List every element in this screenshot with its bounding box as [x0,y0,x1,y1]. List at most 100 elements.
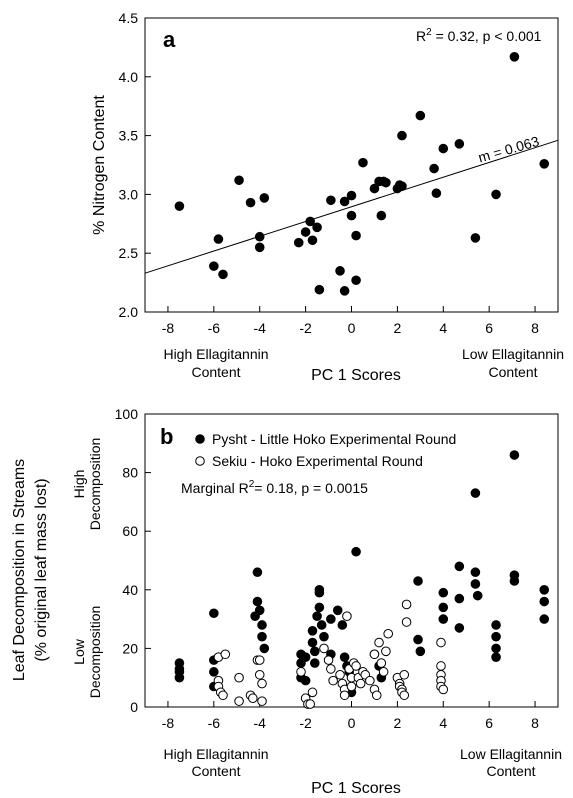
data-point-filled [335,266,345,276]
data-point-filled [470,233,481,243]
data-point-filled [339,652,350,662]
data-point-filled [539,596,550,607]
panel-a-x-axis: -8 -6 -4 -2 0 2 4 6 8 [162,306,539,336]
data-point-filled [454,593,465,604]
data-point-open [401,617,412,627]
data-point-open [365,675,375,686]
y-tick-label: 2.0 [119,304,139,320]
data-point-filled [218,269,228,280]
data-point-filled [438,587,449,598]
x-tick-label: 6 [485,715,493,731]
data-point-filled [491,631,501,642]
x-tick-label: 4 [439,320,447,336]
x-tick-label: -2 [299,715,312,731]
data-point-open [339,690,350,701]
data-point-open [234,672,244,683]
data-point-filled [314,587,325,598]
x-tick-label: 0 [348,320,356,336]
panel-a: a R2 = 0.32, p < 0.001 m = 0.063 2.0 2.5 3… [91,10,564,384]
data-point-open [323,655,334,665]
legend-marker-pysht [195,434,205,444]
data-point-filled [454,139,465,149]
data-point-open [305,699,316,709]
data-point-filled [307,626,318,636]
panel-b-x-note-left-1: High Ellagitannin [163,746,268,762]
y-tick-label: 2.5 [119,245,139,261]
data-point-open [438,684,449,695]
data-point-filled [415,646,426,657]
x-tick-label: -6 [208,320,221,336]
x-tick-label: -8 [162,715,175,731]
data-point-filled [326,195,336,206]
data-point-filled [314,602,325,613]
data-point-filled [174,672,185,683]
data-point-open [254,669,265,680]
data-point-open [218,690,228,701]
data-point-filled [415,110,426,121]
data-point-open [399,690,410,701]
data-point-filled [381,177,391,188]
x-tick-label: 2 [393,320,401,336]
y-tick-label: 60 [122,523,138,539]
data-point-filled [257,631,267,642]
data-point-filled [254,242,265,253]
panel-b-stat: Marginal R2= 0.18, p = 0.0015 [181,479,368,496]
data-point-filled [309,646,320,657]
data-point-filled [209,608,219,619]
data-point-filled [539,159,550,169]
data-point-filled [438,614,449,624]
data-point-open [374,637,384,648]
data-point-filled [351,275,361,286]
panel-a-x-axis-title: PC 1 Scores [311,367,401,384]
data-point-filled [252,567,263,578]
data-point-open [346,681,357,692]
data-point-open [248,693,258,704]
data-point-open [381,646,391,657]
panel-a-slope-label: m = 0.063 [476,133,541,166]
data-point-filled [397,130,407,141]
data-point-filled [293,237,304,248]
x-tick-label: 4 [439,715,447,731]
panel-b-y-axis-title-2: (% original leaf mass lost) [33,478,50,661]
panel-b-y-note-bottom-1: Low [71,638,87,665]
data-point-filled [438,143,449,154]
y-tick-label: 3.0 [119,186,139,202]
panel-a-stat: R2 = 0.32, p < 0.001 [416,27,542,44]
y-tick-label: 20 [122,640,138,656]
data-point-open [351,661,361,671]
x-tick-label: -6 [208,715,221,731]
y-tick-label: 4.5 [119,10,139,26]
data-point-filled [509,576,520,586]
data-point-filled [337,620,348,630]
data-point-filled [346,190,357,201]
panel-b-x-axis: -8 -6 -4 -2 0 2 4 6 8 [162,701,539,731]
panel-a-x-note-right-2: Content [488,364,537,380]
data-point-open [326,664,336,674]
data-point-filled [174,201,185,211]
data-point-open [254,655,265,665]
panel-a-x-note-left-2: Content [191,364,240,380]
data-point-filled [300,652,311,662]
data-point-filled [213,234,224,244]
panel-b-label: b [160,424,173,449]
data-point-filled [257,620,267,630]
x-tick-label: 2 [393,715,401,731]
panel-a-points [174,52,550,296]
data-point-filled [358,157,368,168]
panel-b-x-note-right-2: Content [486,763,535,779]
y-tick-label: 4.0 [119,69,139,85]
data-point-filled [312,611,322,621]
y-tick-label: 3.5 [119,128,139,144]
data-point-filled [454,623,465,633]
data-point-filled [339,196,350,207]
x-tick-label: -8 [162,320,175,336]
panel-a-fit-line [144,139,559,274]
data-point-filled [376,210,387,221]
data-point-open [369,649,380,660]
data-point-filled [312,222,322,233]
data-point-filled [259,193,270,203]
data-point-open [376,658,387,668]
data-point-filled [254,605,265,616]
data-point-open [371,690,382,701]
